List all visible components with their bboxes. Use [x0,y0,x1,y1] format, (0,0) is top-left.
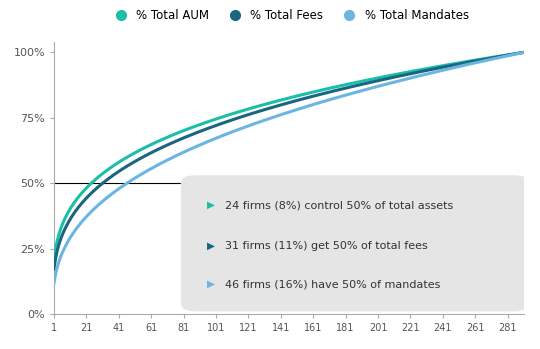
Legend: % Total AUM, % Total Fees, % Total Mandates: % Total AUM, % Total Fees, % Total Manda… [104,4,474,27]
Text: ▶: ▶ [207,279,215,289]
Text: ▶: ▶ [207,241,215,251]
Text: 46 firms (16%) have 50% of mandates: 46 firms (16%) have 50% of mandates [226,279,441,289]
Text: 31 firms (11%) get 50% of total fees: 31 firms (11%) get 50% of total fees [226,241,428,251]
Text: 24 firms (8%) control 50% of total assets: 24 firms (8%) control 50% of total asset… [226,200,454,210]
Text: ▶: ▶ [207,200,215,210]
FancyBboxPatch shape [181,175,529,311]
